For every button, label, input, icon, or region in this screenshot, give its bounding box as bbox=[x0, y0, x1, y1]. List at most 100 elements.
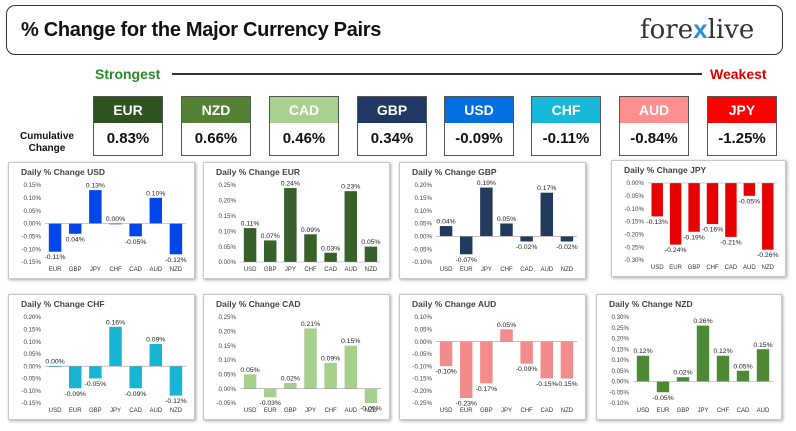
chart-daily-change-chf: Daily % Change CHF -0.15% -0.10% -0.05% 0.00… bbox=[8, 294, 195, 420]
y-tick-label: 0.10% bbox=[23, 339, 41, 346]
y-tick-label: 0.15% bbox=[23, 182, 41, 189]
bar-cad bbox=[129, 366, 142, 389]
bar-chf bbox=[520, 341, 533, 364]
x-tick-label: EUR bbox=[460, 408, 473, 414]
bar-eur bbox=[459, 236, 473, 255]
bar-aud bbox=[743, 183, 756, 196]
y-tick-label: 0.25% bbox=[611, 325, 629, 332]
data-label: -0.19% bbox=[683, 234, 705, 241]
y-tick-label: 0.10% bbox=[414, 314, 432, 321]
y-tick-label: -0.15% bbox=[624, 219, 644, 226]
chart-title: Daily % Change JPY bbox=[624, 165, 707, 175]
data-label: 0.24% bbox=[281, 181, 300, 188]
bar-nzd bbox=[762, 183, 774, 250]
y-tick-label: -0.05% bbox=[609, 389, 629, 396]
y-tick-label: 0.20% bbox=[218, 198, 236, 205]
x-tick-label: AUD bbox=[149, 408, 162, 414]
x-tick-label: USD bbox=[637, 408, 650, 414]
y-tick-label: 0.10% bbox=[218, 357, 236, 364]
currency-card-code: AUD bbox=[620, 97, 688, 123]
ranking-divider bbox=[172, 73, 702, 75]
y-tick-label: -0.05% bbox=[624, 193, 644, 200]
bar-jpy bbox=[304, 328, 317, 389]
y-tick-label: -0.15% bbox=[21, 400, 41, 407]
currency-card-cad: CAD 0.46% bbox=[269, 96, 339, 156]
data-label: -0.11% bbox=[45, 254, 66, 261]
y-tick-label: 0.20% bbox=[218, 329, 236, 336]
y-tick-label: -0.20% bbox=[624, 232, 644, 239]
data-label: 0.15% bbox=[341, 338, 360, 345]
data-label: 0.02% bbox=[673, 370, 692, 377]
bar-gbp bbox=[89, 366, 102, 379]
chart-svg: Daily % Change EUR 0.00% 0.05% 0.10% 0.15% 0.… bbox=[216, 167, 381, 273]
y-tick-label: -0.25% bbox=[412, 400, 432, 407]
bar-chf bbox=[324, 362, 337, 389]
x-tick-label: GBP bbox=[89, 408, 102, 414]
data-label: 0.00% bbox=[45, 359, 64, 366]
bar-usd bbox=[48, 366, 62, 367]
bar-gbp bbox=[284, 382, 297, 389]
chart-title: Daily % Change GBP bbox=[412, 167, 497, 177]
x-tick-label: USD bbox=[440, 267, 453, 273]
chart-daily-change-jpy: Daily % Change JPY -0.30% -0.25% -0.20% -0.1… bbox=[611, 160, 786, 277]
bar-cad bbox=[129, 223, 142, 237]
y-tick-label: -0.10% bbox=[412, 259, 432, 266]
x-tick-label: CHF bbox=[717, 408, 730, 414]
x-tick-label: CHF bbox=[304, 267, 317, 273]
currency-card-code: CAD bbox=[270, 97, 338, 123]
bar-jpy bbox=[480, 187, 493, 237]
y-tick-label: 0.15% bbox=[23, 326, 41, 333]
x-tick-label: CHF bbox=[109, 267, 122, 273]
chart-daily-change-cad: Daily % Change CAD -0.05% 0.00% 0.05% 0.10% 0… bbox=[203, 294, 390, 420]
x-tick-label: CHF bbox=[706, 265, 719, 271]
x-tick-label: JPY bbox=[481, 267, 492, 273]
chart-title: Daily % Change EUR bbox=[216, 167, 300, 177]
bar-usd bbox=[243, 228, 257, 262]
currency-card-value: 0.34% bbox=[370, 130, 414, 147]
header-banner: % Change for the Major Currency Pairs fo… bbox=[6, 5, 783, 55]
x-tick-label: EUR bbox=[264, 408, 277, 414]
data-label: 0.15% bbox=[753, 342, 772, 349]
currency-card-gbp: GBP 0.34% bbox=[357, 96, 427, 156]
bar-usd bbox=[636, 355, 650, 382]
chart-daily-change-gbp: Daily % Change GBP -0.10% -0.05% 0.00% 0.05%… bbox=[399, 162, 586, 279]
bar-jpy bbox=[500, 329, 513, 342]
brand-text-left: fore bbox=[640, 15, 694, 45]
x-tick-label: NZD bbox=[561, 267, 574, 273]
currency-card-code: GBP bbox=[358, 97, 426, 123]
x-tick-label: CAD bbox=[129, 408, 142, 414]
data-label: 0.17% bbox=[537, 185, 556, 192]
page-title: % Change for the Major Currency Pairs bbox=[21, 19, 382, 41]
x-tick-label: CAD bbox=[540, 408, 553, 414]
data-label: 0.19% bbox=[477, 180, 496, 187]
y-tick-label: 0.00% bbox=[23, 221, 41, 228]
currency-card-code: NZD bbox=[182, 97, 250, 123]
x-tick-label: EUR bbox=[669, 265, 682, 271]
data-label: 0.12% bbox=[633, 348, 652, 355]
brand-x-mark: x bbox=[693, 14, 708, 44]
brand-logo: forexlive bbox=[640, 14, 754, 45]
bar-aud bbox=[344, 191, 358, 262]
y-tick-label: -0.05% bbox=[412, 351, 432, 358]
y-tick-label: 0.00% bbox=[611, 379, 629, 386]
x-tick-label: EUR bbox=[49, 267, 62, 273]
cumulative-change-label: Cumulative Change bbox=[20, 131, 74, 154]
bar-eur bbox=[48, 223, 62, 252]
x-tick-label: AUD bbox=[757, 408, 770, 414]
chart-svg: Daily % Change AUD-0.25%-0.20%-0.15%-0.1… bbox=[412, 299, 578, 414]
data-label: -0.16% bbox=[702, 227, 724, 234]
currency-card-value: -0.11% bbox=[542, 130, 590, 147]
bar-aud bbox=[149, 197, 163, 224]
bar-gbp bbox=[688, 183, 700, 232]
y-tick-label: 0.20% bbox=[23, 314, 41, 321]
bar-cad bbox=[540, 341, 554, 379]
data-label: -0.05% bbox=[739, 198, 761, 205]
x-tick-label: CHF bbox=[500, 267, 513, 273]
data-label: 0.09% bbox=[146, 337, 165, 344]
data-label: -0.05% bbox=[85, 381, 107, 388]
data-label: 0.12% bbox=[713, 348, 732, 355]
x-tick-label: JPY bbox=[110, 408, 121, 414]
bar-eur bbox=[669, 183, 682, 245]
x-tick-label: GBP bbox=[677, 408, 690, 414]
y-tick-label: -0.30% bbox=[624, 257, 644, 264]
